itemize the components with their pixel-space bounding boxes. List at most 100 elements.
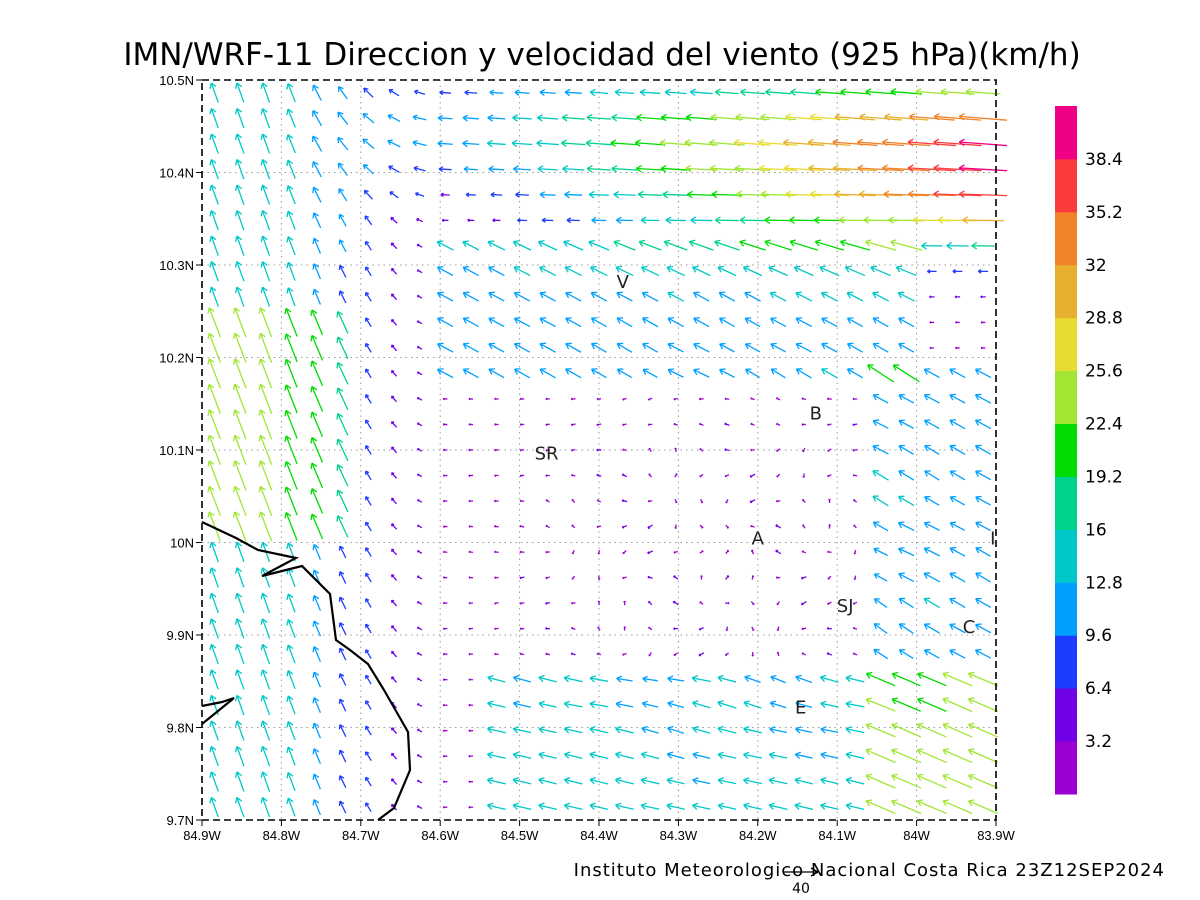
wind-vector [338, 775, 347, 789]
wind-vector [310, 411, 324, 438]
lon-tick-label: 84.4W [580, 828, 618, 843]
colorbar-swatch [1055, 476, 1077, 530]
wind-vector [487, 726, 506, 734]
wind-vector [916, 722, 947, 738]
wind-vector [494, 448, 499, 452]
wind-vector [794, 777, 813, 785]
wind-vector [770, 368, 786, 379]
wind-vector [519, 550, 525, 554]
colorbar-label: 9.6 [1085, 626, 1112, 646]
wind-vector [338, 239, 347, 253]
wind-vector [442, 780, 448, 784]
wind-vector [597, 626, 601, 631]
wind-vector [699, 524, 704, 529]
lat-tick-label: 9.9N [167, 628, 194, 643]
wind-vector [312, 186, 322, 203]
wind-vector [442, 652, 448, 656]
wind-vector [795, 726, 813, 734]
wind-vector [338, 698, 347, 712]
wind-vector [693, 342, 710, 353]
wind-vector [338, 724, 347, 737]
wind-vector [286, 185, 296, 205]
wind-vector [740, 88, 765, 96]
wind-vector [312, 799, 322, 816]
colorbar-label: 12.8 [1085, 573, 1123, 593]
wind-vector [717, 802, 737, 810]
wind-vector [312, 543, 322, 560]
wind-vector [234, 107, 245, 129]
wind-vector [590, 291, 608, 302]
wind-vector [537, 165, 558, 173]
wind-vector [872, 342, 889, 353]
wind-vector [616, 291, 633, 302]
wind-vector [232, 511, 247, 542]
wind-vector [365, 776, 372, 787]
wind-vector [234, 158, 245, 180]
wind-vector [311, 110, 323, 127]
wind-vector [647, 550, 654, 555]
wind-vector [234, 745, 245, 767]
colorbar-swatch [1055, 158, 1077, 213]
wind-vector [234, 694, 245, 716]
wind-vector [923, 546, 940, 557]
wind-vector [258, 511, 273, 542]
wind-vector [795, 674, 813, 684]
wind-vector [388, 165, 400, 173]
wind-vector [519, 627, 525, 630]
wind-vector [827, 423, 832, 426]
wind-vector [286, 108, 296, 128]
wind-vector [785, 113, 823, 121]
wind-vector [563, 726, 583, 734]
wind-vector [596, 652, 602, 656]
wind-vector [615, 725, 634, 734]
wind-vector [725, 575, 730, 580]
wind-vector [514, 368, 531, 379]
wind-vector [512, 700, 532, 708]
wind-vector [610, 139, 639, 147]
wind-vector [622, 576, 627, 580]
wind-vector [615, 751, 634, 760]
wind-vector [949, 521, 966, 532]
wind-vector [852, 626, 858, 631]
wind-vector [946, 242, 969, 250]
wind-vector [519, 474, 525, 477]
wind-vector [312, 237, 322, 254]
wind-vector [795, 342, 812, 353]
wind-vector [768, 751, 788, 760]
wind-vector [462, 368, 479, 379]
wind-vector [962, 216, 1004, 224]
wind-vector [693, 317, 710, 328]
wind-vector [416, 345, 423, 350]
wind-vector [487, 114, 506, 122]
wind-vector [775, 397, 781, 401]
wind-vector [839, 239, 871, 251]
wind-vector [775, 422, 781, 426]
wind-vector [234, 592, 245, 614]
wind-vector [790, 88, 818, 96]
wind-vector [564, 190, 583, 199]
colorbar-label: 25.6 [1085, 362, 1123, 382]
wind-vector [338, 545, 347, 559]
wind-vector [442, 703, 448, 707]
wind-vector [536, 114, 559, 122]
wind-vector [338, 188, 348, 202]
wind-vector [826, 627, 832, 630]
wind-vector [596, 423, 602, 427]
wind-vector [898, 444, 915, 455]
wind-vector [442, 576, 448, 579]
city-labels: V B SR A SJ C E I [535, 272, 996, 719]
wind-vector [916, 773, 947, 789]
wind-vector [975, 521, 991, 532]
wind-vector [898, 597, 914, 609]
wind-vector [955, 321, 960, 324]
wind-vector [808, 164, 851, 173]
wind-vector [539, 191, 556, 199]
wind-vector [563, 674, 583, 683]
wind-vector [674, 498, 678, 504]
wind-vector [667, 675, 685, 683]
wind-vector [338, 622, 347, 635]
wind-vector [232, 485, 247, 516]
wind-vector [437, 368, 454, 379]
wind-vector [898, 393, 915, 404]
wind-vector [416, 320, 423, 325]
